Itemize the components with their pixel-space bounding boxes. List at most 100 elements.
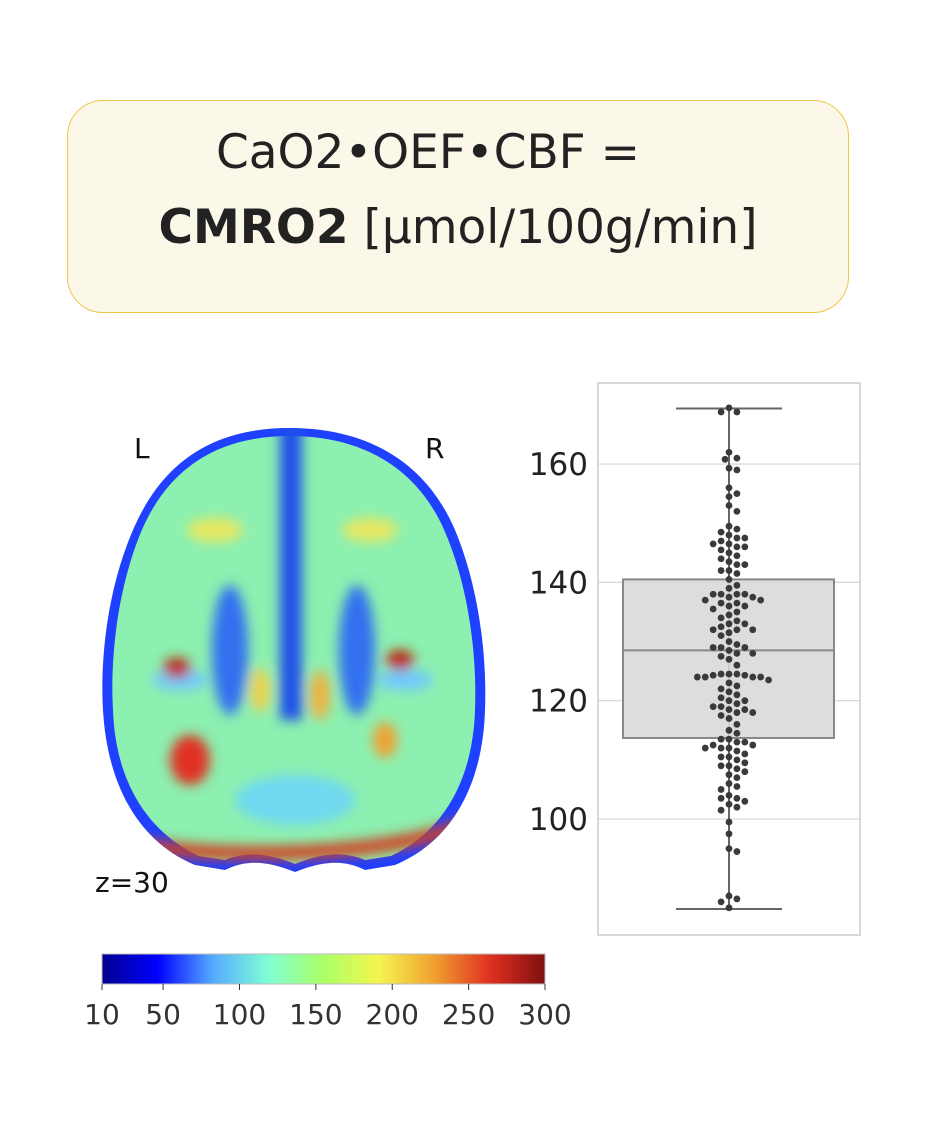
data-point [709,590,717,598]
data-point [709,626,717,634]
data-point [733,649,741,657]
colorbar: 10 50 100 150 200 250 300 [84,953,572,1030]
data-point [725,404,733,412]
data-point [725,448,733,456]
data-point [733,641,741,648]
formula-box: CaO2•OEF•CBF = CMRO2 [μmol/100g/min] [67,100,849,313]
data-point [741,797,749,805]
data-point [717,528,725,536]
colorbar-tick-label: 50 [145,998,181,1030]
colorbar-tick-label: 250 [442,998,495,1030]
data-point [741,590,749,598]
data-point [733,794,741,802]
data-point [725,744,733,752]
data-point [725,845,733,853]
data-point [733,803,741,811]
data-point [741,620,749,628]
data-point [717,555,725,563]
data-point [725,549,733,557]
colorbar-tick-label: 100 [213,998,266,1030]
data-point [741,534,749,542]
data-point [733,408,741,416]
data-point [725,602,733,610]
colorbar-tick-label: 10 [84,998,120,1030]
data-point [725,493,733,500]
data-point [717,632,725,640]
data-point [717,590,725,598]
data-point [733,570,741,577]
data-point [741,671,749,679]
data-point [717,806,725,814]
data-point [717,599,725,607]
y-tick-label: 100 [529,802,588,838]
data-point [749,626,757,634]
data-point [725,502,733,509]
colorbar-tick-label: 300 [518,998,571,1030]
data-point [725,584,733,592]
data-point [725,697,733,705]
data-point [725,647,733,654]
data-point [725,735,733,743]
data-point [721,455,729,463]
data-point [733,682,741,690]
data-point [717,753,725,761]
data-point [733,552,741,560]
colorbar-gradient [101,953,546,985]
data-point [725,800,733,808]
data-point [709,605,717,613]
data-point [717,898,725,906]
data-point [701,596,709,604]
data-point [733,709,741,716]
data-point [733,738,741,746]
data-point [725,679,733,687]
data-point [725,904,733,912]
data-point [725,892,733,900]
data-point [717,644,725,651]
data-point [717,685,725,693]
data-point [725,629,733,637]
data-point [725,576,733,583]
data-point [717,567,725,574]
data-point [717,762,725,770]
data-point [725,830,733,838]
left-hemisphere-label: L [134,432,150,465]
data-point [733,783,741,790]
data-point [733,590,741,598]
data-point [725,540,733,548]
data-point [725,531,733,539]
data-point [741,750,749,758]
data-point [733,720,741,728]
data-point [733,661,741,669]
data-point [733,729,741,737]
data-point [733,848,741,855]
data-point [709,703,717,711]
data-point [725,780,733,787]
data-point [717,537,725,545]
data-point [733,599,741,607]
data-point [717,744,725,752]
data-point [725,593,733,601]
data-point [741,561,749,569]
data-point [733,756,741,764]
data-point [741,697,749,705]
data-point [741,738,749,746]
data-point [733,670,741,678]
data-point [733,534,741,542]
data-point [749,741,757,749]
data-point [741,706,749,713]
data-point [725,688,733,696]
data-point [741,602,749,610]
data-point [717,623,725,631]
data-point [725,753,733,761]
data-point [733,626,741,634]
data-point [733,608,741,616]
data-point [725,464,733,472]
y-tick-label: 120 [529,684,588,720]
data-point [733,747,741,755]
data-point [717,735,725,743]
brain-map [102,428,486,872]
data-point [725,638,733,645]
data-point [693,673,701,681]
data-point [717,794,725,802]
formula-unit: [μmol/100g/min] [348,200,758,256]
